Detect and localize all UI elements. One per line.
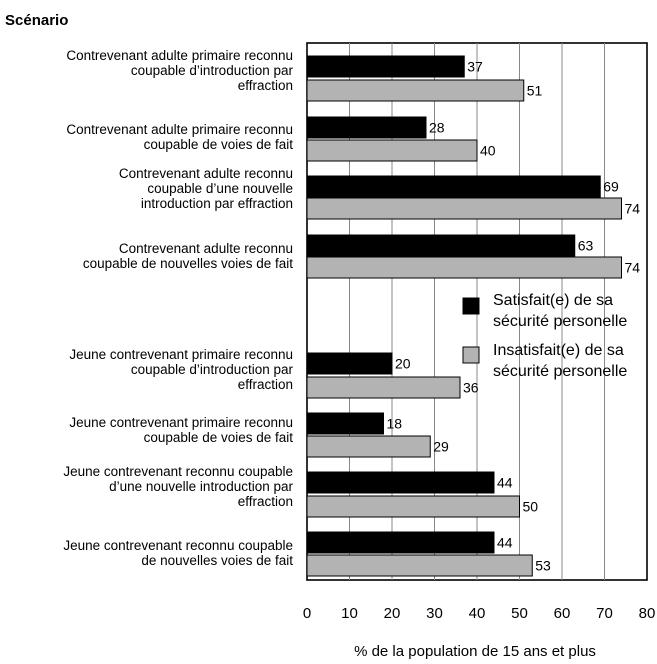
bar-value-label: 20 bbox=[395, 356, 411, 372]
bar-value-label: 44 bbox=[497, 535, 513, 551]
bar-value-label: 74 bbox=[625, 260, 641, 276]
category-label: Contrevenant adulte reconnu coupable de n… bbox=[83, 241, 293, 271]
x-tick-label: 20 bbox=[384, 605, 401, 622]
category-label: Jeune contrevenant reconnu coupable de no… bbox=[63, 538, 293, 568]
x-tick-label: 80 bbox=[639, 605, 656, 622]
x-tick-label: 50 bbox=[511, 605, 528, 622]
x-tick-label: 60 bbox=[554, 605, 571, 622]
legend-label: Insatisfait(e) de sa sécurité personelle bbox=[493, 342, 627, 380]
bar-value-label: 37 bbox=[467, 59, 483, 75]
bar-satisfied bbox=[306, 175, 601, 198]
legend-swatch bbox=[462, 346, 480, 364]
bar-value-label: 53 bbox=[535, 558, 551, 574]
x-tick-label: 30 bbox=[426, 605, 443, 622]
bar-satisfied bbox=[306, 412, 384, 435]
bar-satisfied bbox=[306, 234, 576, 257]
category-label: Contrevenant adulte primaire reconnu coup… bbox=[66, 48, 293, 93]
x-tick-label: 40 bbox=[469, 605, 486, 622]
bar-satisfied bbox=[306, 531, 495, 554]
x-tick-label: 10 bbox=[341, 605, 358, 622]
bar-unsatisfied bbox=[306, 256, 622, 279]
bar-value-label: 18 bbox=[387, 416, 403, 432]
bar-satisfied bbox=[306, 116, 427, 139]
x-tick-label: 0 bbox=[303, 605, 311, 622]
chart-title: Scénario bbox=[5, 12, 68, 29]
x-axis-title: % de la population de 15 ans et plus bbox=[354, 643, 596, 660]
bar-satisfied bbox=[306, 55, 465, 78]
bar-unsatisfied bbox=[306, 79, 525, 102]
bar-unsatisfied bbox=[306, 139, 478, 162]
bar-value-label: 40 bbox=[480, 143, 496, 159]
bar-value-label: 44 bbox=[497, 475, 513, 491]
bar-unsatisfied bbox=[306, 376, 461, 399]
category-label: Jeune contrevenant primaire reconnu coupa… bbox=[69, 415, 293, 445]
bar-value-label: 29 bbox=[433, 439, 449, 455]
legend-swatch bbox=[462, 297, 480, 315]
bar-value-label: 50 bbox=[523, 499, 539, 515]
bar-value-label: 63 bbox=[578, 238, 594, 254]
bar-value-label: 69 bbox=[603, 179, 619, 195]
bar-unsatisfied bbox=[306, 197, 622, 220]
bar-value-label: 51 bbox=[527, 83, 543, 99]
bar-unsatisfied bbox=[306, 495, 520, 518]
category-label: Contrevenant adulte reconnu coupable d’un… bbox=[119, 166, 293, 211]
category-label: Contrevenant adulte primaire reconnu coup… bbox=[66, 122, 293, 152]
x-tick-label: 70 bbox=[596, 605, 613, 622]
legend-label: Satisfait(e) de sa sécurité personelle bbox=[493, 292, 627, 330]
bar-unsatisfied bbox=[306, 435, 431, 458]
category-label: Jeune contrevenant reconnu coupable d’une… bbox=[63, 464, 293, 509]
category-label: Jeune contrevenant primaire reconnu coupa… bbox=[69, 347, 293, 392]
bar-satisfied bbox=[306, 471, 495, 494]
bar-value-label: 74 bbox=[625, 201, 641, 217]
bar-value-label: 28 bbox=[429, 120, 445, 136]
bar-satisfied bbox=[306, 352, 393, 375]
bar-unsatisfied bbox=[306, 554, 533, 577]
bar-value-label: 36 bbox=[463, 380, 479, 396]
